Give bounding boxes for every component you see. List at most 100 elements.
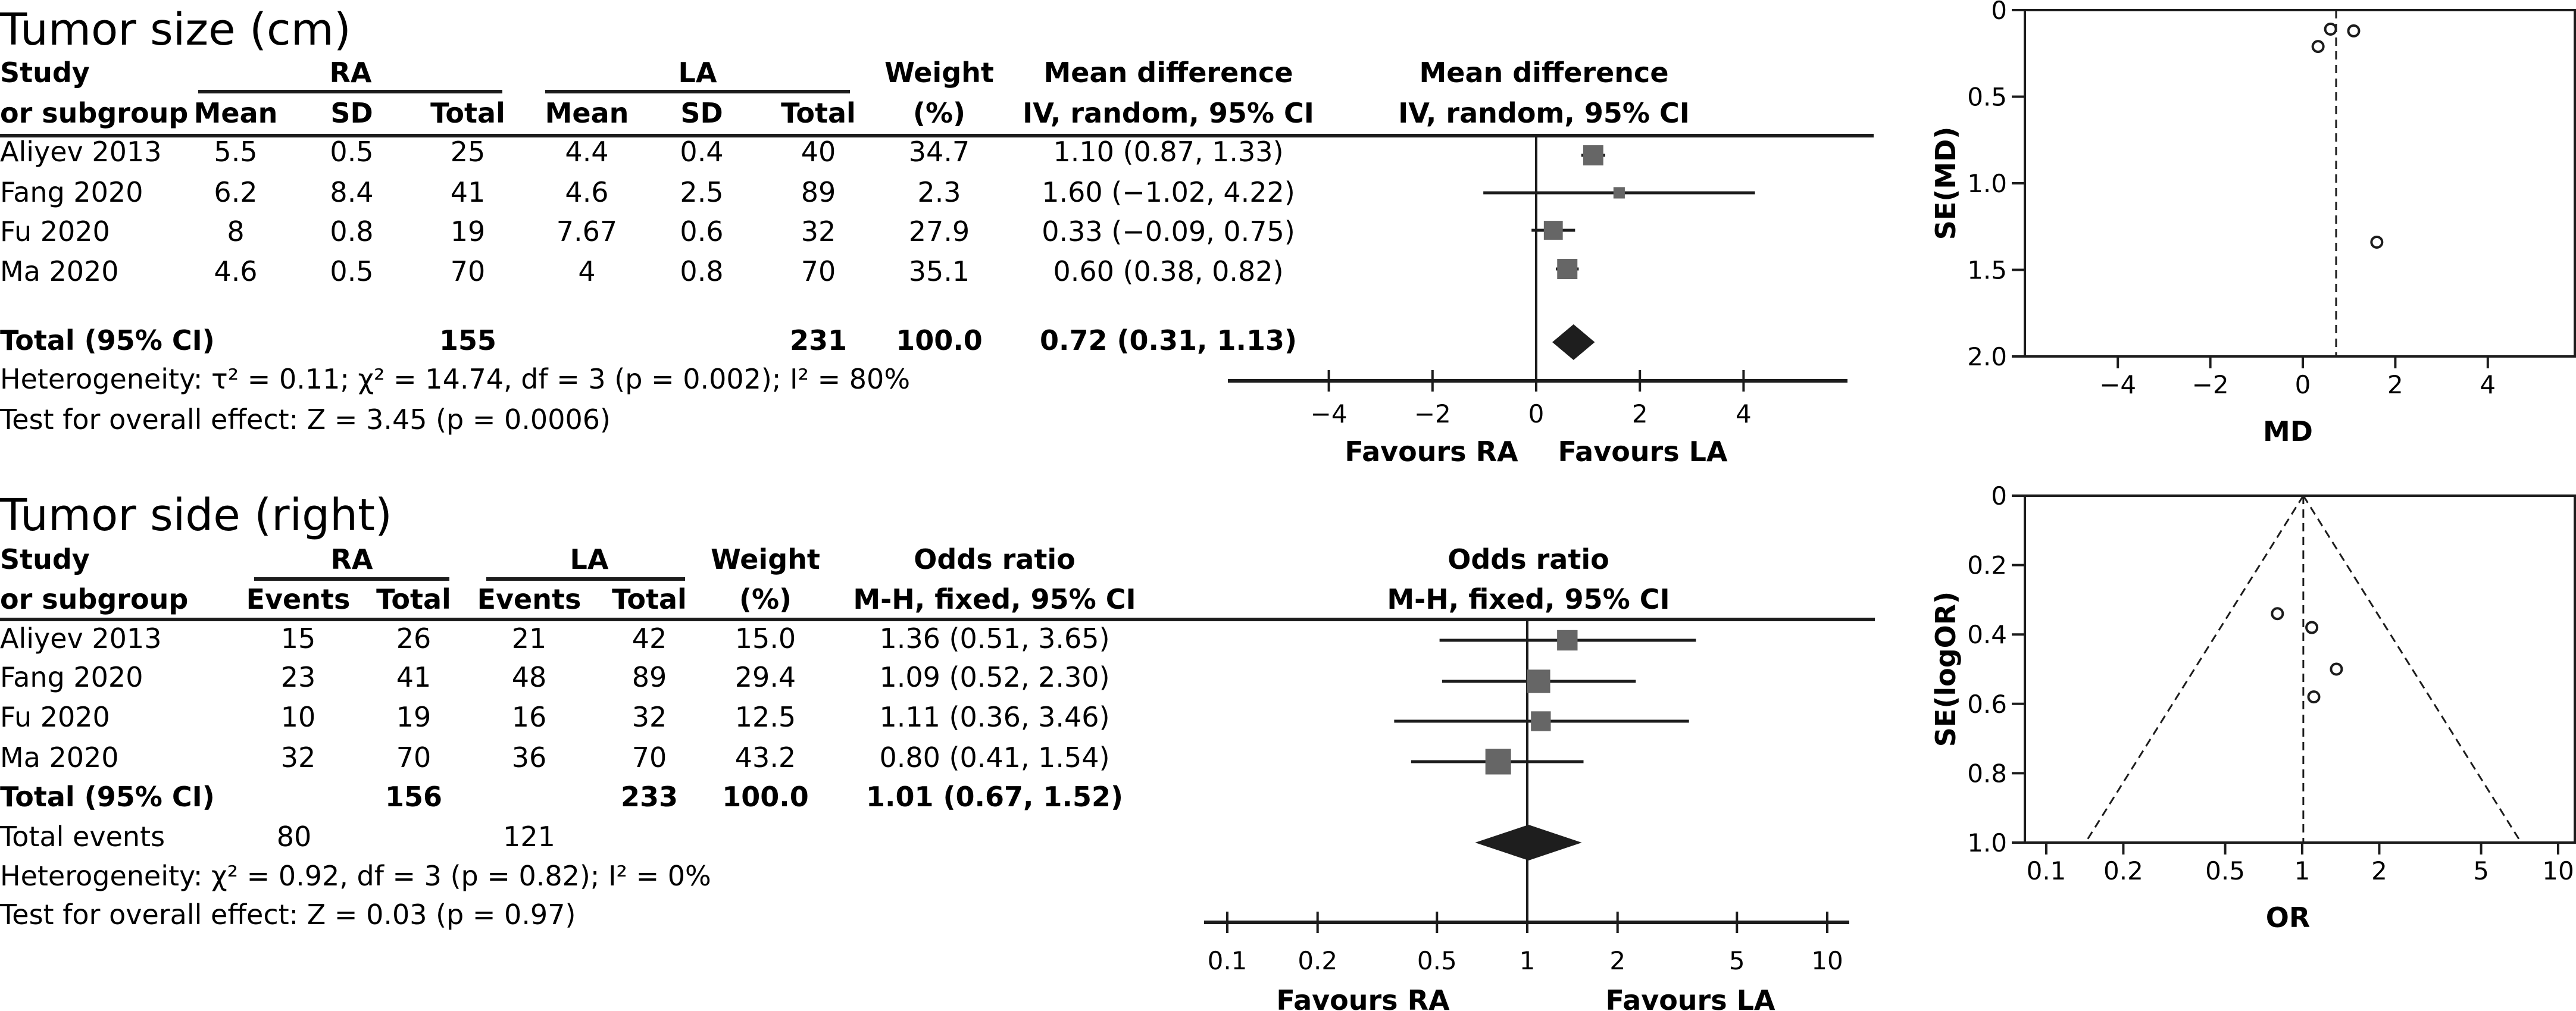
- cell-la-events: 48: [512, 661, 547, 693]
- x-tick-label: 2: [2371, 856, 2387, 885]
- cell-weight: 2.3: [917, 176, 961, 208]
- header-ra-events: Events: [246, 583, 351, 615]
- cell-la-sd: 0.8: [680, 255, 723, 287]
- study-point: [2305, 621, 2319, 634]
- x-tick-label: 0.1: [1208, 946, 1248, 975]
- cell-la-sd: 2.5: [680, 176, 723, 208]
- funnel-limit-right: [2302, 495, 2522, 843]
- y-axis-label: SE(MD): [1930, 127, 1962, 240]
- x-tick-label: 1: [2294, 856, 2311, 885]
- study-marker: [1527, 669, 1550, 693]
- total-label: Total (95% CI): [0, 781, 215, 813]
- cell-effect: 1.10 (0.87, 1.33): [1053, 136, 1283, 168]
- study-name: Ma 2020: [0, 255, 119, 287]
- x-tick-label: 0.2: [2103, 856, 2143, 885]
- cell-la-mean: 4.6: [565, 176, 608, 208]
- cell-ra-total: 19: [396, 701, 432, 733]
- y-tick-label: 0.6: [1967, 690, 2007, 719]
- x-tick-label: 2: [1632, 399, 1648, 428]
- cell-ra-events: 10: [281, 701, 316, 733]
- total-effect: 0.72 (0.31, 1.13): [1040, 324, 1297, 356]
- study-point: [2307, 690, 2321, 704]
- total-label: Total (95% CI): [0, 324, 215, 356]
- cell-ra-total: 70: [451, 255, 486, 287]
- table-row: Fu 2020 10 19 16 32 12.5 1.11 (0.36, 3.46): [0, 701, 1110, 733]
- cell-ra-total: 26: [396, 622, 432, 655]
- header-plot-method: M-H, fixed, 95% CI: [1387, 583, 1670, 615]
- overall-effect-text: Test for overall effect: Z = 0.03 (p = 0…: [0, 899, 576, 931]
- header-effect: Odds ratio: [914, 543, 1075, 575]
- overall-effect-text: Test for overall effect: Z = 3.45 (p = 0…: [0, 403, 611, 436]
- study-name: Fang 2020: [0, 661, 143, 693]
- header-weight: Weight: [884, 57, 994, 89]
- cell-effect: 1.60 (−1.02, 4.22): [1042, 176, 1295, 208]
- y-tick-label: 2.0: [1967, 342, 2007, 371]
- cell-la-sd: 0.4: [680, 136, 723, 168]
- forest-md-rows: Aliyev 2013 5.5 0.5 25 4.4 0.4 40 34.7 1.10 (0.8…: [0, 136, 1295, 287]
- cell-weight: 27.9: [909, 215, 970, 248]
- study-name: Ma 2020: [0, 741, 119, 774]
- favours-ra-label: Favours RA: [1276, 984, 1450, 1011]
- total-ra: 156: [385, 781, 442, 813]
- favours-la-label: Favours LA: [1558, 436, 1727, 468]
- x-tick-label: 0.1: [2027, 856, 2067, 885]
- cell-effect: 0.33 (−0.09, 0.75): [1042, 215, 1295, 248]
- study-name: Aliyev 2013: [0, 622, 161, 655]
- header-study: Study: [0, 543, 90, 575]
- study-marker: [1583, 145, 1603, 165]
- header-plot: Odds ratio: [1448, 543, 1609, 575]
- cell-la-mean: 7.67: [557, 215, 617, 248]
- x-tick-label: 4: [2480, 370, 2496, 399]
- x-axis-label: OR: [2266, 902, 2311, 934]
- section-title-tumor-side: Tumor side (right): [0, 490, 392, 541]
- header-effect: Mean difference: [1043, 57, 1293, 89]
- total-events-la: 121: [503, 821, 555, 853]
- cell-la-mean: 4.4: [565, 136, 608, 168]
- x-tick-label: 5: [1729, 946, 1745, 975]
- study-marker: [1531, 711, 1551, 731]
- x-tick-label: −2: [2192, 370, 2229, 399]
- table-row: Aliyev 2013 5.5 0.5 25 4.4 0.4 40 34.7 1.10 (0.8…: [0, 136, 1284, 168]
- cell-ra-events: 15: [281, 622, 316, 655]
- cell-weight: 43.2: [735, 741, 796, 774]
- x-tick-label: 0: [2295, 370, 2311, 399]
- header-la-total: Total: [781, 97, 856, 129]
- total-ra: 155: [439, 324, 496, 356]
- x-axis-label: MD: [2263, 415, 2313, 447]
- header-subgroup: or subgroup: [0, 583, 188, 615]
- x-tick-label: 2: [2387, 370, 2403, 399]
- cell-la-total: 40: [801, 136, 836, 168]
- funnel-plot-md: 0 0.5 1.0 1.5 2.0 −4 −2 0 2 4 MD SE(MD): [1930, 0, 2576, 447]
- cell-la-events: 21: [512, 622, 547, 655]
- x-tick-label: 0.5: [1417, 946, 1457, 975]
- table-row: Fang 2020 23 41 48 89 29.4 1.09 (0.52, 2.30): [0, 661, 1110, 693]
- y-tick-label: 1.0: [1967, 169, 2007, 198]
- forest-or-rows: Aliyev 2013 15 26 21 42 15.0 1.36 (0.51, 3.65)…: [0, 622, 1110, 774]
- study-marker: [1485, 749, 1511, 775]
- header-plot: Mean difference: [1419, 57, 1668, 89]
- header-group-ra: RA: [329, 57, 371, 89]
- cell-weight: 12.5: [735, 701, 796, 733]
- cell-la-sd: 0.6: [680, 215, 723, 248]
- x-tick-label: 5: [2473, 856, 2489, 885]
- header-effect-method: M-H, fixed, 95% CI: [853, 583, 1136, 615]
- cell-ra-mean: 5.5: [214, 136, 257, 168]
- pooled-diamond: [1552, 324, 1595, 360]
- x-tick-label: 4: [1736, 399, 1752, 428]
- header-la-mean: Mean: [545, 97, 629, 129]
- pooled-diamond: [1475, 825, 1582, 860]
- funnel-plot-or: 0 0.2 0.4 0.6 0.8 1.0 0.1 0.2 0.5 1 2 5 10 OR SE(logOR…: [1930, 481, 2576, 934]
- x-tick-label: 1: [1520, 946, 1536, 975]
- cell-la-total: 70: [632, 741, 667, 774]
- cell-ra-total: 25: [451, 136, 486, 168]
- x-tick-label: −2: [1414, 399, 1451, 428]
- cell-ra-total: 41: [396, 661, 432, 693]
- y-tick-label: 0.8: [1967, 759, 2007, 788]
- y-tick-label: 0.4: [1967, 620, 2007, 649]
- study-point: [2347, 24, 2361, 37]
- x-tick-label: 2: [1609, 946, 1625, 975]
- favours-ra-label: Favours RA: [1345, 436, 1518, 468]
- header-la-events: Events: [477, 583, 582, 615]
- cell-la-total: 32: [801, 215, 836, 248]
